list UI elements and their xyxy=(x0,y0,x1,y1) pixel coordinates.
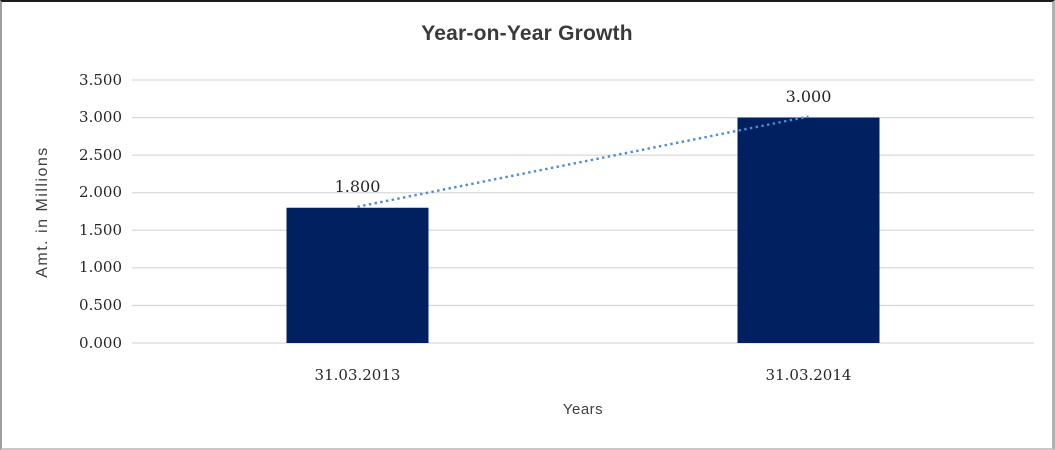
trendline xyxy=(357,115,809,208)
data-label: 3.000 xyxy=(785,86,832,106)
x-tick-label: 31.03.2014 xyxy=(765,366,852,384)
y-tick-label: 1.500 xyxy=(79,220,122,239)
y-tick-label: 0.500 xyxy=(79,295,122,314)
y-tick-label: 2.500 xyxy=(79,145,122,164)
y-tick-label: 0.000 xyxy=(79,333,122,352)
bar xyxy=(286,207,429,343)
y-tick-label: 2.000 xyxy=(79,183,122,202)
y-tick-label: 3.000 xyxy=(79,108,122,127)
x-axis-title: Years xyxy=(562,401,604,418)
y-tick-label: 1.000 xyxy=(79,258,122,277)
y-tick-label: 3.500 xyxy=(79,70,122,89)
x-tick-label: 31.03.2013 xyxy=(314,366,401,384)
bar xyxy=(737,117,880,343)
chart-title: Year-on-Year Growth xyxy=(421,22,633,45)
data-label: 1.800 xyxy=(334,176,381,196)
